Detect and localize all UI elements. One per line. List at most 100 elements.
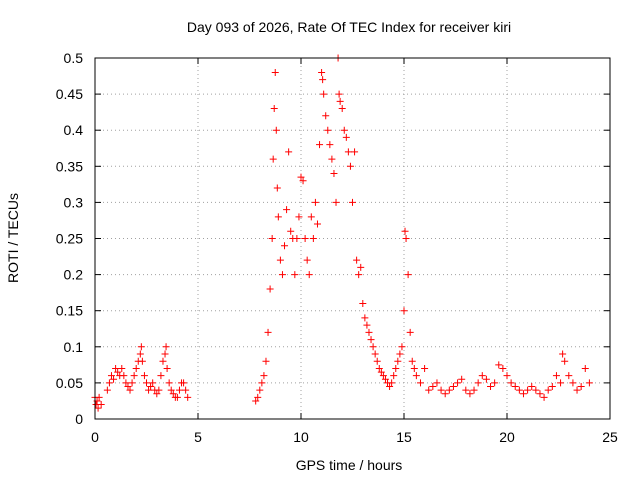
data-point	[342, 133, 350, 141]
data-point	[260, 372, 268, 380]
data-point	[536, 390, 544, 398]
data-point	[482, 375, 490, 383]
data-point	[266, 285, 274, 293]
data-point	[406, 328, 414, 336]
data-point	[326, 141, 334, 149]
data-point	[548, 383, 556, 391]
data-point	[332, 198, 340, 206]
data-point	[270, 105, 278, 113]
data-point	[281, 242, 289, 250]
data-point	[258, 379, 266, 387]
data-point	[271, 68, 279, 76]
data-point	[256, 386, 264, 394]
data-point	[330, 170, 338, 178]
data-point	[363, 321, 371, 329]
data-point	[269, 155, 277, 163]
data-point	[392, 364, 400, 372]
data-point	[379, 372, 387, 380]
data-point	[287, 227, 295, 235]
y-tick-label: 0	[75, 411, 83, 427]
data-point	[167, 386, 175, 394]
data-point	[425, 386, 433, 394]
y-tick-label: 0.45	[56, 86, 83, 102]
x-tick-label: 10	[293, 429, 309, 445]
data-point	[285, 148, 293, 156]
data-point	[130, 372, 138, 380]
data-point	[94, 404, 102, 412]
data-point	[398, 343, 406, 351]
data-point	[137, 343, 145, 351]
data-point	[313, 220, 321, 228]
data-point	[511, 383, 519, 391]
data-point	[528, 383, 536, 391]
data-point	[365, 328, 373, 336]
data-point	[182, 386, 190, 394]
data-point	[262, 357, 270, 365]
data-point	[367, 336, 375, 344]
data-point	[272, 126, 280, 134]
data-point	[118, 364, 126, 372]
data-point	[569, 379, 577, 387]
y-tick-label: 0.35	[56, 158, 83, 174]
data-point	[351, 148, 359, 156]
data-point	[161, 350, 169, 358]
data-point	[361, 314, 369, 322]
data-point	[274, 213, 282, 221]
data-point	[103, 386, 111, 394]
data-point	[371, 350, 379, 358]
data-point	[402, 235, 410, 242]
data-point	[507, 379, 515, 387]
data-point	[355, 271, 363, 279]
data-point	[449, 383, 457, 391]
data-point	[297, 173, 305, 181]
x-tick-label: 20	[499, 429, 515, 445]
data-point	[149, 379, 157, 387]
x-axis-label: GPS time / hours	[296, 457, 403, 473]
data-point	[278, 271, 286, 279]
data-point	[320, 90, 328, 98]
data-point	[458, 375, 466, 383]
data-point	[412, 372, 420, 380]
data-point	[309, 235, 317, 242]
data-point	[353, 256, 361, 264]
data-point	[559, 350, 567, 358]
data-point	[338, 105, 346, 113]
data-point	[373, 357, 381, 365]
data-point	[540, 393, 548, 401]
data-point	[386, 383, 394, 391]
data-point	[390, 372, 398, 380]
data-point	[408, 357, 416, 365]
data-point	[107, 372, 115, 380]
data-point	[316, 141, 324, 149]
data-point	[254, 393, 262, 401]
data-point	[346, 162, 354, 170]
data-point	[478, 372, 486, 380]
data-point	[128, 379, 136, 387]
x-tick-label: 5	[194, 429, 202, 445]
data-point	[324, 126, 332, 134]
data-point	[462, 386, 470, 394]
data-point	[165, 379, 173, 387]
data-point	[138, 357, 146, 365]
data-point	[357, 263, 365, 271]
data-point	[147, 383, 155, 391]
data-point	[336, 97, 344, 105]
data-point	[307, 213, 315, 221]
data-point	[175, 386, 183, 394]
data-point	[163, 364, 171, 372]
data-point	[470, 386, 478, 394]
data-point	[311, 198, 319, 206]
data-point	[120, 372, 128, 380]
x-tick-labels: 0 5 10 15 20 25	[91, 429, 618, 445]
x-tick-label: 15	[396, 429, 412, 445]
data-point	[169, 390, 177, 398]
data-point	[503, 372, 511, 380]
data-point	[565, 372, 573, 380]
data-point	[293, 235, 301, 242]
y-tick-label: 0.15	[56, 303, 83, 319]
data-point	[105, 379, 113, 387]
data-point	[396, 350, 404, 358]
data-point	[180, 379, 188, 387]
data-point	[515, 386, 523, 394]
data-point	[303, 256, 311, 264]
